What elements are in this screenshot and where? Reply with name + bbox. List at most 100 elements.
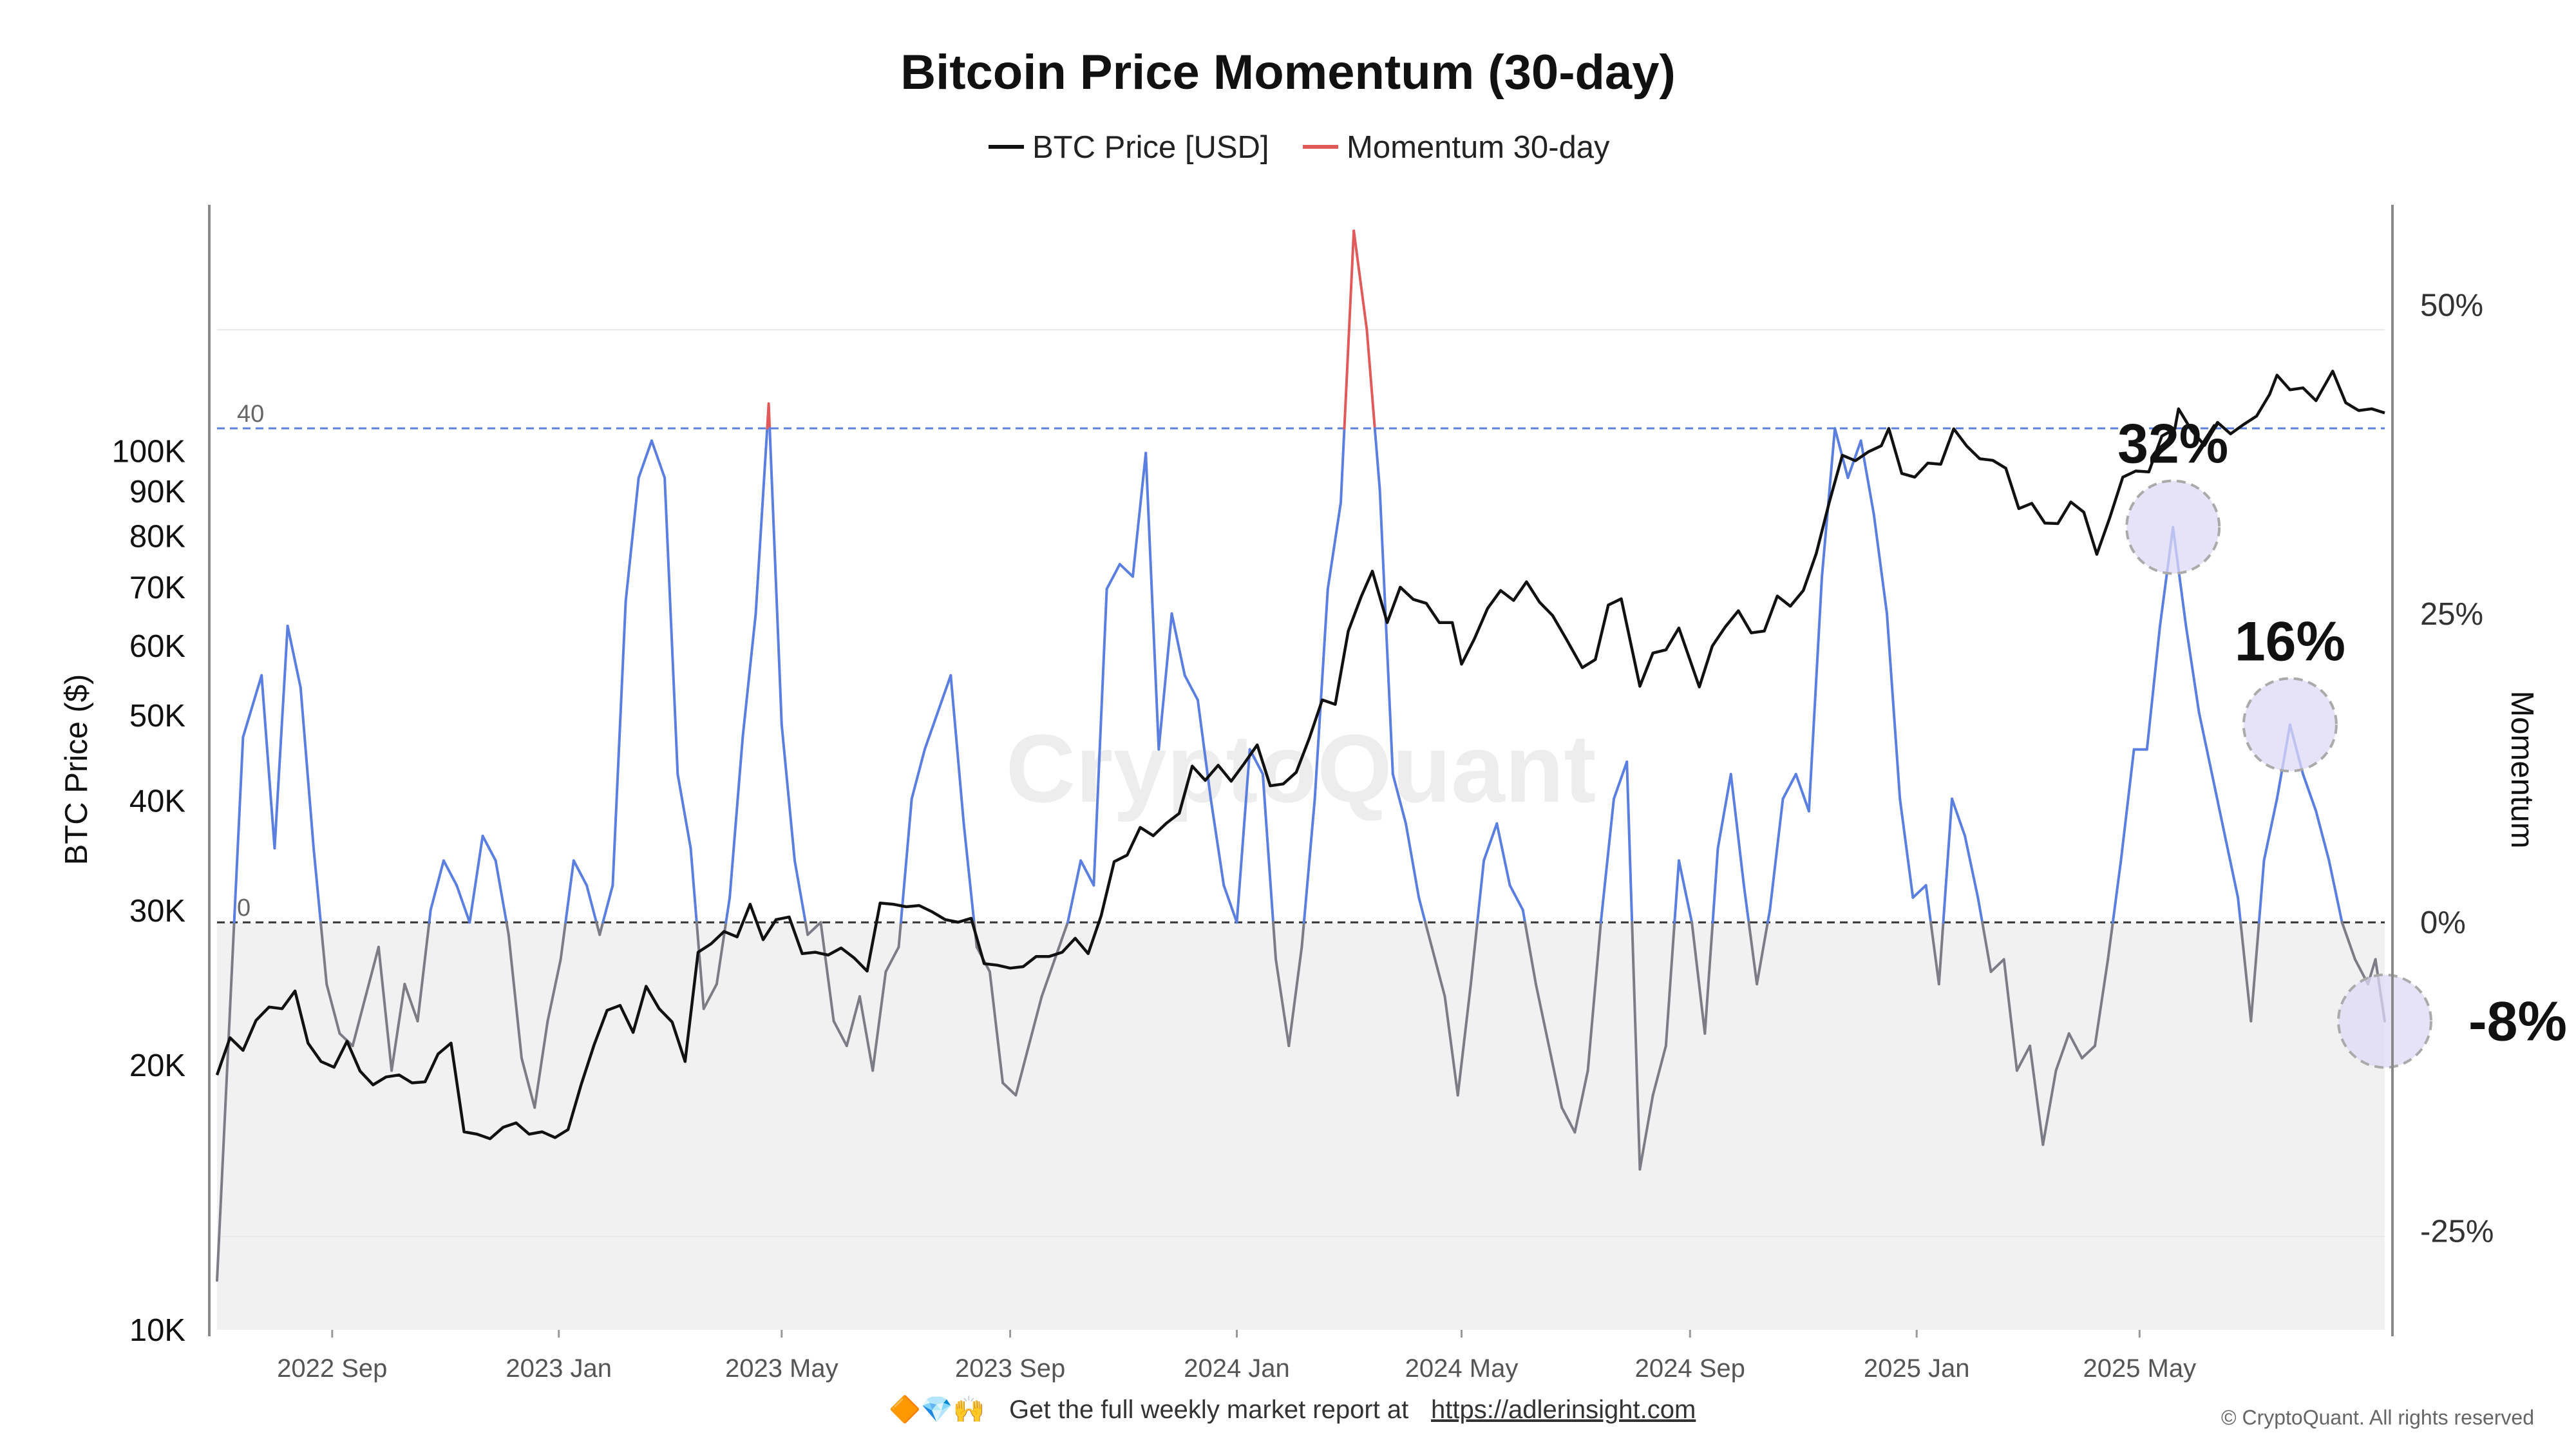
footer-text: Get the full weekly market report at: [1009, 1396, 1408, 1424]
momentum-segment: [1066, 859, 1083, 924]
momentum-segment: [1373, 427, 1381, 491]
momentum-segment: [2119, 748, 2136, 862]
momentum-segment: [663, 476, 679, 776]
momentum-segment: [299, 686, 315, 850]
price-line: [215, 370, 2385, 1141]
reference-label-0: 0: [237, 895, 251, 922]
momentum-segment: [572, 859, 588, 887]
momentum-segment: [319, 921, 328, 986]
momentum-segment: [1261, 773, 1274, 924]
momentum-segment: [505, 921, 510, 936]
momentum-segment: [1079, 859, 1095, 887]
right-tick-label: 25%: [2420, 597, 2483, 632]
momentum-segment: [702, 983, 718, 1010]
x-tick-label: 2024 May: [1405, 1354, 1519, 1383]
momentum-segment: [1964, 835, 1980, 899]
momentum-segment: [949, 674, 965, 825]
momentum-segment: [936, 674, 952, 714]
momentum-segment: [1937, 921, 1945, 986]
momentum-segment: [793, 859, 807, 924]
momentum-segment: [1352, 229, 1368, 331]
momentum-segment: [1183, 674, 1199, 701]
momentum-segment: [2184, 625, 2201, 714]
footer-link[interactable]: https://adlerinsight.com: [1431, 1396, 1696, 1424]
momentum-segment: [2002, 958, 2018, 1072]
x-tick-label: 2024 Jan: [1184, 1354, 1290, 1383]
momentum-segment: [858, 995, 875, 1072]
momentum-segment: [242, 674, 263, 739]
momentum-segment: [1807, 575, 1824, 813]
momentum-segment: [229, 921, 236, 1010]
momentum-segment: [286, 625, 302, 689]
momentum-segment: [1631, 921, 1642, 1171]
left-tick-label: 70K: [129, 571, 186, 605]
chart-title: Bitcoin Price Momentum (30-day): [900, 45, 1676, 100]
momentum-segment: [2197, 711, 2213, 776]
left-tick-label: 100K: [112, 434, 186, 469]
momentum-segment: [1981, 921, 1993, 973]
momentum-segment: [689, 847, 698, 924]
left-tick-label: 80K: [129, 520, 186, 554]
momentum-segment: [351, 995, 367, 1047]
momentum-segment: [1287, 945, 1303, 1047]
momentum-segment: [768, 427, 783, 726]
left-axis-ticks: 10K 20K 30K 40K 50K 60K 70K 80K 90K 100K: [112, 434, 186, 1348]
momentum-segment: [1911, 884, 1927, 899]
momentum-segment: [1417, 896, 1427, 924]
momentum-segment: [1274, 958, 1291, 1047]
legend: BTC Price [USD] Momentum 30-day: [989, 130, 1610, 165]
left-tick-label: 60K: [129, 629, 186, 664]
momentum-segment: [1766, 909, 1772, 924]
left-tick-label: 20K: [129, 1048, 186, 1083]
momentum-segment: [260, 674, 276, 850]
x-tick-label: 2025 May: [2083, 1354, 2196, 1383]
momentum-segment: [832, 1019, 848, 1047]
momentum-segment: [481, 835, 497, 862]
momentum-segment: [728, 735, 744, 899]
momentum-segment: [564, 859, 575, 924]
momentum-segment: [1040, 958, 1056, 998]
x-tick-label: 2025 Jan: [1864, 1354, 1970, 1383]
momentum-segment: [676, 773, 692, 850]
watermark: CryptoQuant: [1006, 714, 1596, 822]
momentum-segment: [494, 859, 508, 924]
momentum-segment: [804, 921, 810, 936]
momentum-segment: [1534, 983, 1551, 1047]
annotation-circle: [2337, 973, 2432, 1069]
momentum-segment: [1482, 822, 1499, 862]
momentum-segment: [1476, 859, 1486, 924]
momentum-segment: [767, 402, 772, 430]
momentum-segment: [428, 909, 432, 924]
footer-emoji: 🔶💎🙌: [889, 1394, 985, 1424]
momentum-segment: [1833, 427, 1850, 479]
momentum-segment: [1196, 699, 1213, 800]
momentum-segment: [1157, 612, 1173, 751]
x-tick-label: 2024 Sep: [1635, 1354, 1745, 1383]
momentum-segment: [1716, 773, 1732, 850]
momentum-segment: [2249, 921, 2260, 1023]
momentum-segment: [1092, 587, 1108, 887]
momentum-segment: [1508, 884, 1524, 911]
momentum-segment: [780, 723, 796, 862]
momentum-segment: [1729, 773, 1745, 887]
momentum-segment: [2262, 797, 2278, 862]
momentum-segment: [1027, 995, 1043, 1047]
momentum-segment: [338, 1032, 354, 1047]
momentum-segment: [1405, 822, 1421, 899]
momentum-segment: [899, 797, 913, 924]
momentum-segment: [1469, 921, 1479, 986]
momentum-segment: [1781, 773, 1797, 800]
momentum-segment: [1326, 501, 1342, 591]
momentum-segment: [1378, 489, 1394, 776]
momentum-segment: [1209, 797, 1226, 887]
momentum-segment: [988, 970, 1005, 1084]
legend-price-label: BTC Price [USD]: [1032, 130, 1269, 165]
left-tick-label: 10K: [129, 1313, 186, 1348]
momentum-segment: [312, 847, 322, 924]
momentum-segment: [546, 958, 562, 1023]
momentum-series: [216, 229, 2386, 1282]
x-tick-label: 2023 Jan: [506, 1354, 612, 1383]
momentum-segment: [1391, 773, 1407, 825]
momentum-segment: [1899, 797, 1915, 899]
